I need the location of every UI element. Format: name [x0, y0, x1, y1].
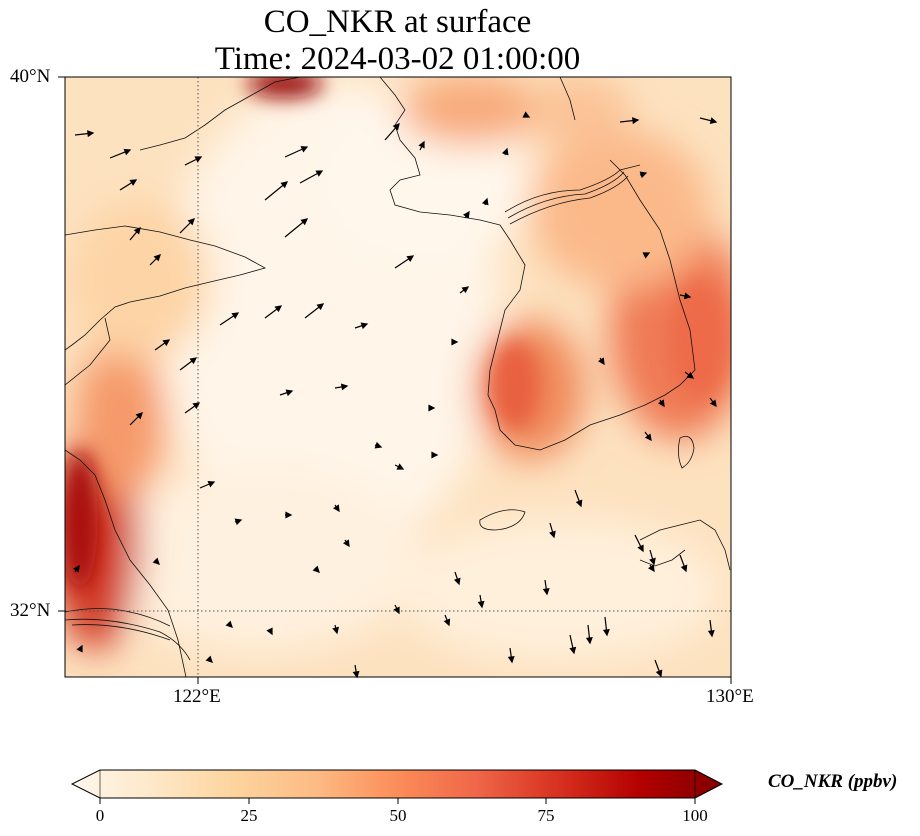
wind-arrowhead [393, 606, 400, 615]
colorbar [70, 769, 724, 804]
wind-arrowhead [602, 629, 610, 637]
colorbar-tick-label: 25 [240, 806, 258, 825]
wind-arrowhead [207, 481, 216, 488]
wind-arrowhead [575, 499, 583, 508]
wind-arrowhead [352, 670, 360, 679]
colorbar-title: CO_NKR (ppbv) [768, 771, 898, 792]
wind-arrowhead [709, 399, 717, 408]
wind-arrowhead [569, 646, 577, 655]
wind-arrowhead [680, 564, 688, 573]
wind-arrowhead [333, 504, 340, 513]
wind-arrowhead [332, 626, 340, 635]
map-frame [64, 76, 732, 678]
wind-arrowhead [396, 463, 405, 470]
colorbar-tick-label: 0 [95, 806, 105, 825]
wind-arrowhead [418, 140, 425, 149]
coastlines [65, 77, 731, 677]
wind-arrowhead [285, 389, 294, 397]
wind-arrowhead [280, 181, 289, 189]
wind-arrowhead [522, 111, 531, 118]
wind-arrowhead [135, 412, 143, 420]
wind-arrowhead [461, 286, 470, 294]
wind-arrowhead [234, 518, 243, 526]
wind-arrowhead [87, 130, 95, 138]
wind-arrowhead [709, 117, 718, 125]
wind-arrowhead [637, 544, 644, 553]
wind-arrowhead [187, 218, 195, 226]
wind-arrowhead [374, 441, 383, 449]
wind-arrowhead [451, 338, 459, 346]
wind-arrowhead [274, 305, 283, 313]
axis-ticks [58, 76, 732, 684]
wind-arrowhead [649, 557, 656, 566]
wind-arrowhead [152, 557, 160, 565]
lon-tick-label-122e: 122°E [173, 686, 221, 707]
wind-arrowhead [683, 292, 692, 300]
wind-arrowhead [312, 565, 320, 573]
wind-arrowhead [194, 156, 203, 163]
lat-tick-label-40n: 40°N [10, 66, 51, 87]
wind-arrowhead [642, 252, 651, 259]
wind-arrowhead [316, 303, 325, 311]
wind-arrowhead [477, 600, 485, 609]
wind-arrowhead [639, 171, 648, 179]
wind-arrowhead [598, 357, 605, 366]
wind-arrowhead [542, 587, 550, 596]
wind-arrowhead [162, 339, 171, 347]
wind-arrowhead [76, 644, 83, 653]
wind-arrowhead [648, 564, 655, 573]
wind-arrowhead [501, 147, 509, 156]
wind-arrowhead [585, 637, 593, 645]
wind-arrowhead [406, 255, 415, 262]
wind-arrowhead [192, 402, 201, 410]
wind-arrowhead [549, 530, 556, 539]
title-line-1: CO_NKR at surface [263, 4, 532, 40]
wind-arrowhead [658, 399, 665, 408]
concentration-field [65, 77, 731, 677]
wind-arrowhead [73, 564, 80, 573]
wind-arrowhead [205, 655, 213, 663]
wind-arrowhead [428, 404, 436, 412]
wind-arrowhead [231, 312, 240, 319]
wind-arrowhead [340, 383, 349, 391]
colorbar-ticks [99, 798, 696, 804]
wind-arrowhead [266, 627, 273, 636]
wind-arrowhead [507, 655, 515, 664]
wind-arrowhead [129, 179, 138, 186]
wind-arrowhead [225, 620, 233, 628]
wind-arrowhead [443, 618, 451, 627]
colorbar-tick-label: 50 [389, 806, 407, 825]
wind-arrowhead [360, 322, 369, 330]
wind-arrowhead [655, 669, 663, 678]
wind-arrowhead [481, 197, 489, 206]
wind-arrowhead [686, 371, 695, 379]
wind-arrowhead [343, 539, 350, 548]
wind-arrowhead [300, 146, 309, 153]
wind-arrowhead [453, 577, 461, 586]
wind-arrowhead [285, 511, 293, 519]
colorbar-tick-label: 75 [537, 806, 555, 825]
wind-arrowhead [123, 148, 132, 156]
wind-arrowhead [300, 218, 309, 226]
wind-arrowhead [463, 210, 470, 219]
wind-vectors [73, 111, 718, 679]
title-line-2: Time: 2024-03-02 01:00:00 [214, 41, 581, 77]
wind-arrowhead [632, 117, 640, 125]
wind-arrowhead [392, 122, 400, 131]
wind-arrowhead [189, 357, 198, 365]
wind-arrowhead [431, 451, 439, 459]
wind-arrowhead [707, 630, 715, 638]
wind-arrowhead [315, 170, 324, 177]
lat-tick-label-32n: 32°N [10, 600, 51, 621]
wind-arrowhead [133, 226, 141, 235]
lon-tick-label-130e: 130°E [706, 686, 754, 707]
colorbar-tick-label: 100 [682, 806, 708, 825]
wind-arrowhead [644, 433, 652, 442]
wind-arrowhead [153, 254, 161, 262]
